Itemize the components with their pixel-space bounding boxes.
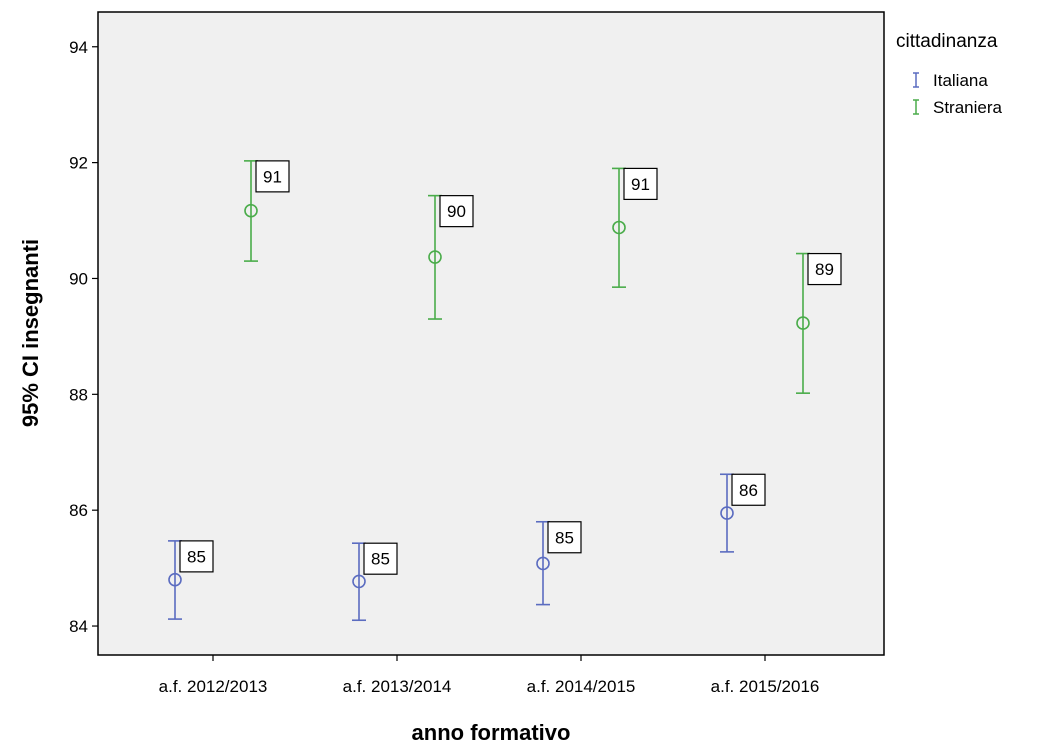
y-tick-label: 92	[69, 154, 88, 173]
mean-point-straniera	[428, 250, 442, 264]
y-axis-title: 95% CI insegnanti	[18, 239, 43, 427]
data-label: 85	[371, 550, 390, 569]
data-label-box	[179, 540, 214, 573]
legend-title: cittadinanza	[896, 31, 998, 52]
x-tick-label: a.f. 2014/2015	[527, 677, 636, 696]
data-label: 91	[631, 175, 650, 194]
data-label: 85	[555, 528, 574, 547]
y-tick-label: 84	[69, 617, 88, 636]
y-tick-label: 90	[69, 269, 88, 288]
data-label-box	[547, 521, 582, 554]
legend-label: Italiana	[933, 71, 988, 90]
x-axis-title: anno formativo	[412, 720, 571, 744]
data-label-box	[623, 167, 658, 201]
legend: cittadinanza Italiana Straniera	[896, 31, 1003, 117]
mean-point-italiana	[536, 556, 550, 571]
legend-items: Italiana Straniera	[913, 71, 1003, 117]
y-tick-label: 88	[69, 385, 88, 404]
x-tick-label: a.f. 2012/2013	[159, 677, 268, 696]
mean-point-straniera	[796, 316, 810, 330]
data-label-box	[363, 542, 398, 575]
plot-area	[97, 11, 885, 656]
mean-point-italiana	[720, 506, 734, 520]
x-axis: a.f. 2012/2013 a.f. 2013/2014 a.f. 2014/20…	[159, 655, 820, 696]
data-label: 89	[815, 260, 834, 279]
mean-point-straniera	[244, 203, 258, 218]
data-label-box	[439, 195, 474, 228]
data-label: 86	[739, 481, 758, 500]
y-tick-label: 86	[69, 501, 88, 520]
y-tick-label: 94	[69, 38, 88, 57]
data-label: 85	[187, 547, 206, 566]
data-labels: 85 85 85 86 91 90 91 89	[179, 160, 842, 575]
mean-point-italiana	[352, 574, 366, 589]
x-tick-label: a.f. 2013/2014	[343, 677, 452, 696]
data-label-box	[731, 473, 766, 506]
data-label-box	[255, 160, 290, 193]
data-label: 90	[447, 202, 466, 221]
y-axis: 84 86 88 90 92 94	[69, 38, 98, 636]
x-tick-label: a.f. 2015/2016	[711, 677, 820, 696]
data-label-box	[807, 252, 842, 286]
mean-point-italiana	[168, 572, 182, 587]
data-label: 91	[263, 167, 282, 186]
legend-label: Straniera	[933, 98, 1003, 117]
mean-point-straniera	[612, 220, 626, 235]
